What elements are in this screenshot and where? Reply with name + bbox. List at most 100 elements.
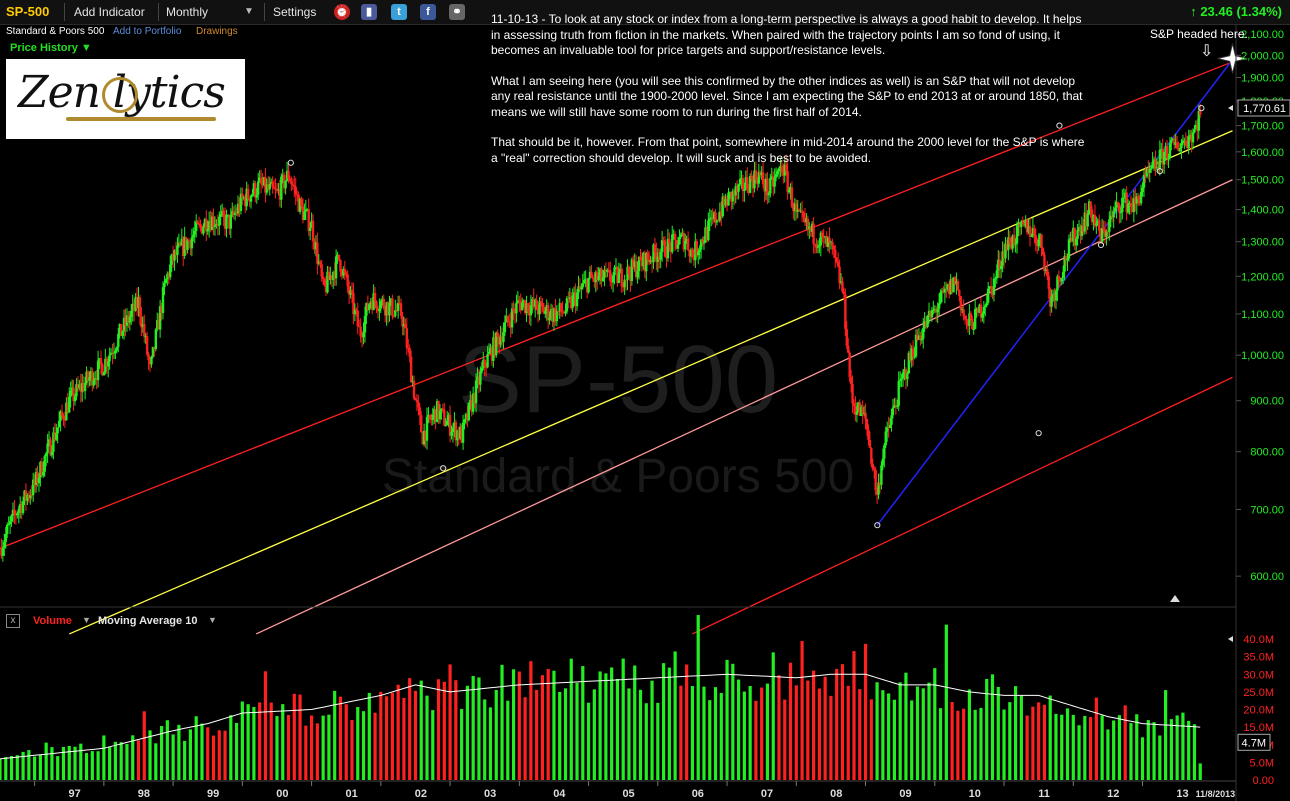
candle-body [254, 183, 257, 198]
candle-body [493, 337, 497, 356]
candle-body [349, 290, 352, 295]
candle-body [148, 360, 152, 365]
candle-body [737, 184, 740, 192]
notebook-icon[interactable]: ▮ [361, 4, 377, 20]
volume-bar [73, 746, 77, 780]
volume-bar [286, 714, 291, 780]
symbol-field[interactable]: SP-500 [6, 4, 50, 19]
candle-body [730, 192, 733, 202]
alarm-clock-icon[interactable]: ⏰ [334, 4, 350, 20]
candle-body [376, 308, 380, 312]
candle-body [219, 213, 222, 217]
candle-body [901, 372, 905, 379]
share-icon[interactable]: ⚭ [449, 4, 465, 20]
candle-body [125, 315, 129, 326]
candle-body [313, 241, 316, 250]
candle-body [802, 212, 805, 218]
candle-body [1047, 276, 1050, 289]
candle-body [109, 352, 113, 355]
candle-body [682, 233, 685, 250]
volume-bar [298, 694, 302, 780]
twitter-icon[interactable]: t [391, 4, 407, 20]
candle-body [1103, 229, 1107, 237]
volume-bar [1117, 715, 1122, 780]
candle-body [642, 252, 645, 267]
candle-body [1183, 140, 1186, 142]
chevron-down-icon[interactable]: ▼ [208, 615, 217, 625]
candle-body [4, 533, 7, 542]
candle-body [685, 238, 688, 241]
candle-body [825, 236, 828, 247]
candle-body [26, 494, 29, 501]
candle-body [799, 210, 802, 212]
volume-bar [990, 674, 995, 780]
candle-body [466, 413, 469, 421]
scroll-up-icon[interactable] [1170, 595, 1180, 602]
volume-bar [79, 743, 83, 780]
candle-body [854, 406, 857, 415]
candle-body [1053, 294, 1056, 301]
candle-body [484, 366, 488, 368]
add-to-portfolio-link[interactable]: Add to Portfolio [113, 26, 182, 37]
candle-body [549, 309, 553, 318]
pivot-marker [1035, 430, 1042, 437]
candle-body [1129, 202, 1133, 207]
toolbar-divider [158, 3, 159, 21]
time-tick-label: 11 [1038, 788, 1050, 800]
moving-average-label[interactable]: Moving Average 10 [98, 615, 198, 627]
candle-body [213, 225, 217, 227]
candle-body [134, 296, 137, 311]
candle-body [528, 311, 531, 316]
candle-body [495, 332, 498, 356]
settings-button[interactable]: Settings [273, 5, 317, 19]
period-select[interactable]: Monthly [166, 5, 209, 19]
candle-body [251, 193, 254, 196]
candle-body [69, 390, 72, 397]
candle-body [1188, 134, 1192, 137]
volume-bar [1077, 725, 1081, 780]
candle-body [99, 358, 103, 365]
candle-body [14, 514, 18, 516]
candle-body [216, 224, 220, 226]
volume-bar [246, 704, 250, 780]
candle-body [489, 348, 492, 353]
candle-body [624, 279, 628, 281]
volume-bar [408, 678, 412, 780]
chevron-down-icon[interactable]: ▼ [82, 615, 91, 625]
volume-bar [794, 685, 798, 780]
add-indicator-button[interactable]: Add Indicator [74, 5, 145, 19]
candle-body [545, 305, 548, 312]
candle-body [16, 513, 19, 516]
candle-body [1082, 225, 1085, 232]
candle-body [144, 336, 147, 338]
candle-body [482, 359, 485, 368]
candle-body [795, 203, 798, 212]
toolbar-divider [264, 3, 265, 21]
candle-body [1074, 238, 1078, 246]
candle-body [672, 234, 675, 236]
candle-body [561, 311, 564, 313]
candle-body [88, 377, 91, 381]
candle-body [699, 239, 703, 250]
candle-body [490, 348, 494, 361]
volume-bar [783, 699, 787, 780]
price-tick-label: 1,700.00 [1241, 121, 1284, 133]
candle-body [1115, 202, 1118, 208]
drawings-link[interactable]: Drawings [196, 26, 238, 37]
facebook-icon[interactable]: f [420, 4, 436, 20]
candle-body [447, 415, 450, 421]
price-history-menu[interactable]: Price History ▼ [10, 42, 92, 54]
price-change: ↑ 23.46 (1.34%) [1190, 4, 1282, 19]
chevron-down-icon[interactable]: ▼ [244, 6, 254, 17]
candle-body [725, 199, 729, 206]
candle-body [1021, 221, 1024, 223]
volume-tick-label: 20.0M [1243, 705, 1274, 717]
candle-body [1025, 219, 1029, 233]
candle-body [633, 261, 636, 268]
candle-body [587, 277, 590, 293]
volume-pointer-icon [1228, 636, 1233, 643]
volume-bar [108, 746, 112, 780]
candle-body [656, 256, 660, 262]
price-tick-label: 600.00 [1250, 571, 1284, 583]
close-icon[interactable]: x [6, 614, 20, 628]
